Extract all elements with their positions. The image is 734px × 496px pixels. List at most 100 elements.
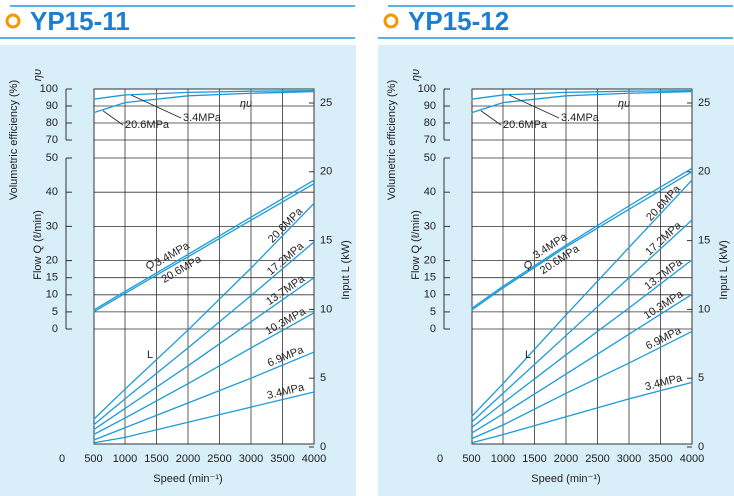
y2-tick-label: 10 (698, 303, 710, 315)
series-label: 20.6MPa (125, 119, 170, 131)
x-tick-label: 2500 (585, 453, 609, 465)
y2-tick-label: 5 (320, 372, 326, 384)
y-tick-label: 15 (46, 272, 58, 284)
group-label: ηυ (240, 98, 252, 110)
y-tick-label: 30 (424, 220, 436, 232)
x-tick-label: 2000 (554, 453, 578, 465)
group-label: L (525, 349, 531, 361)
y-tick-label: 30 (46, 220, 58, 232)
y-tick-label: 40 (424, 186, 436, 198)
series-line (93, 312, 315, 436)
x-tick-label: 4000 (302, 453, 326, 465)
series-line (471, 90, 693, 114)
y3-axis-symbol: ηυ (410, 69, 422, 81)
y3-tick-label: 80 (424, 117, 436, 129)
y3-axis-title: Volumetric efficiency (%) (386, 80, 398, 200)
series-line (93, 183, 315, 313)
x-tick-label: 2500 (207, 453, 231, 465)
title-icon (383, 13, 399, 29)
series-label: 20.6MPa (503, 119, 548, 131)
x-tick-label: 500 (462, 453, 480, 465)
x-axis-title: Speed (min⁻¹) (531, 473, 600, 485)
group-label: Q (524, 260, 533, 272)
y2-tick-label: 10 (320, 303, 332, 315)
series-line (471, 381, 693, 444)
y3-tick-label: 70 (424, 134, 436, 146)
y-tick-label: 0 (52, 323, 58, 335)
x-tick-label: 1500 (144, 453, 168, 465)
group-label: L (147, 349, 153, 361)
series-line (471, 259, 693, 429)
y3-tick-label: 100 (40, 83, 58, 95)
y2-tick-label: 5 (698, 372, 704, 384)
series-line (93, 277, 315, 431)
y3-tick-label: 70 (46, 134, 58, 146)
y-tick-label: 50 (424, 152, 436, 164)
x-tick-label: 0 (59, 453, 65, 465)
y-tick-label: 0 (430, 323, 436, 335)
y2-tick-label: 25 (698, 97, 710, 109)
x-tick-label: 1500 (522, 453, 546, 465)
series-line (93, 90, 315, 100)
series-line (93, 391, 315, 444)
leader-line (480, 110, 502, 126)
series-line (471, 330, 693, 440)
y-tick-label: 20 (46, 255, 58, 267)
x-tick-label: 3500 (270, 453, 294, 465)
group-label: ηυ (618, 98, 630, 110)
y-tick-label: 20 (424, 255, 436, 267)
series-line (93, 179, 315, 311)
group-label: Q (146, 260, 155, 272)
series-line (471, 167, 693, 310)
y3-tick-label: 90 (46, 100, 58, 112)
y2-tick-label: 20 (320, 166, 332, 178)
x-axis-title: Speed (min⁻¹) (153, 473, 222, 485)
x-tick-label: 3000 (239, 453, 263, 465)
y2-axis-title: Input L (kW) (718, 240, 730, 300)
plot-area (93, 88, 315, 445)
y2-tick-label: 25 (320, 97, 332, 109)
series-line (471, 293, 693, 434)
x-tick-label: 1000 (113, 453, 137, 465)
y3-axis-symbol: ηυ (32, 69, 44, 81)
series-line (93, 351, 315, 441)
y2-tick-label: 0 (320, 441, 326, 453)
y2-tick-label: 15 (698, 235, 710, 247)
x-tick-label: 1000 (491, 453, 515, 465)
series-line (93, 202, 315, 420)
x-tick-label: 0 (437, 453, 443, 465)
series-label: 3.4MPa (561, 112, 600, 124)
x-tick-label: 4000 (680, 453, 704, 465)
y-tick-label: 5 (52, 306, 58, 318)
x-tick-label: 3500 (648, 453, 672, 465)
leader-line (102, 110, 124, 126)
x-tick-label: 500 (84, 453, 102, 465)
x-tick-label: 3000 (617, 453, 641, 465)
chart-title: YP15-12 (408, 6, 509, 36)
series-line (93, 90, 315, 114)
y3-tick-label: 100 (418, 83, 436, 95)
series-line (471, 179, 693, 418)
series-line (93, 241, 315, 426)
y-tick-label: 15 (424, 272, 436, 284)
y-tick-label: 50 (46, 152, 58, 164)
y3-tick-label: 80 (46, 117, 58, 129)
series-label: 3.4MPa (183, 112, 222, 124)
y-tick-label: 10 (424, 289, 436, 301)
y-tick-label: 10 (46, 289, 58, 301)
y2-tick-label: 20 (698, 166, 710, 178)
plot-area (471, 88, 693, 445)
y-tick-label: 5 (430, 306, 436, 318)
x-tick-label: 2000 (176, 453, 200, 465)
series-line (471, 219, 693, 423)
y2-tick-label: 15 (320, 235, 332, 247)
series-line (471, 171, 693, 311)
y-axis-title: Flow Q (ℓ/min) (410, 210, 422, 280)
y3-tick-label: 90 (424, 100, 436, 112)
y3-axis-title: Volumetric efficiency (%) (8, 80, 20, 200)
chart-title: YP15-11 (30, 6, 130, 36)
y2-tick-label: 0 (698, 441, 704, 453)
y-axis-title: Flow Q (ℓ/min) (32, 210, 44, 280)
series-line (471, 90, 693, 100)
